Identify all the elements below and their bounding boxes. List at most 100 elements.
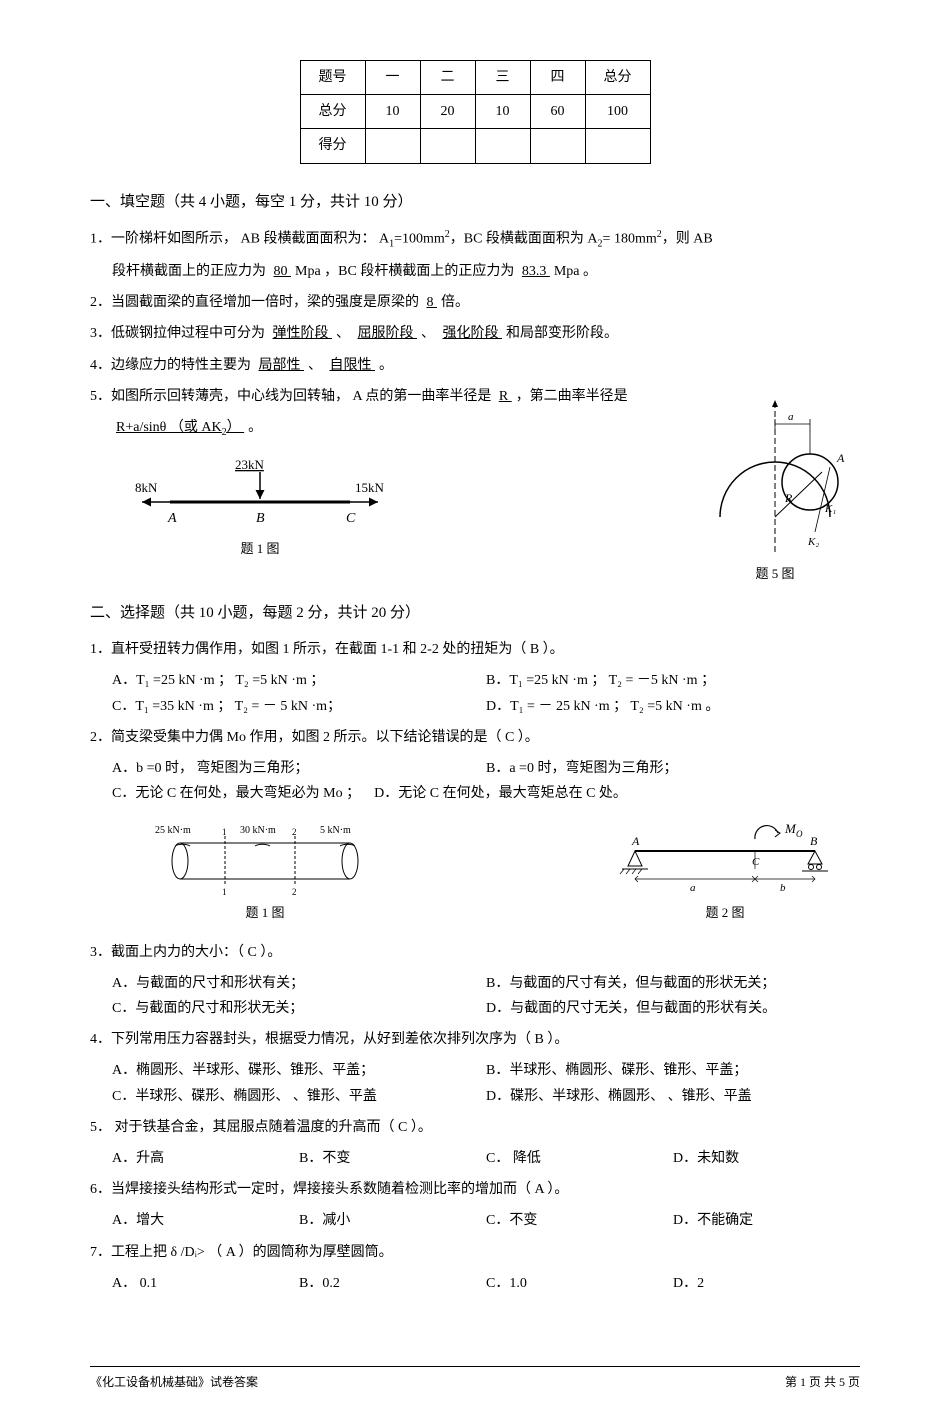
s2-q1: 1．直杆受扭转力偶作用，如图 1 所示，在截面 1-1 和 2-2 处的扭矩为（… bbox=[90, 637, 860, 662]
label-c: C bbox=[346, 511, 356, 526]
s2-q4-opts2: C．半球形、碟形、椭圆形、 、锥形、平盖 D．碟形、半球形、椭圆形、 、锥形、平… bbox=[112, 1084, 860, 1109]
opt-a: A．椭圆形、半球形、碟形、锥形、平盖； bbox=[112, 1058, 486, 1083]
page-footer: 《化工设备机械基础》试卷答案 第 1 页 共 5 页 bbox=[90, 1366, 860, 1394]
opt-a: A． 0.1 bbox=[112, 1271, 299, 1296]
label-k1: K₁ bbox=[824, 503, 836, 515]
q-text: 和局部变形阶段。 bbox=[506, 326, 618, 341]
opt-a: A．T₁ =25 kN ·m ； T₂ =5 kN ·m ； bbox=[112, 668, 486, 693]
td-cell bbox=[585, 129, 650, 163]
s2-q5-opts: A．升高 B．不变 C． 降低 D．未知数 bbox=[112, 1146, 860, 1171]
score-table: 题号 一 二 三 四 总分 总分 10 20 10 60 100 得分 bbox=[300, 60, 651, 164]
opt-d: D．T₁ = － 25 kN ·m ； T₂ =5 kN ·m 。 bbox=[486, 694, 860, 719]
td-cell bbox=[365, 129, 420, 163]
svg-text:A: A bbox=[631, 834, 640, 848]
answer: 自限性 bbox=[326, 358, 380, 373]
td-cell: 10 bbox=[365, 95, 420, 129]
q-text: Mpa 。 bbox=[554, 264, 597, 279]
opt-c: C．与截面的尺寸和形状无关； bbox=[112, 996, 486, 1021]
answer: R+a/sinθ （或 AK2） bbox=[112, 420, 248, 435]
s2-q2: 2．简支梁受集中力偶 Mo 作用，如图 2 所示。以下结论错误的是（ C ）。 bbox=[90, 725, 860, 750]
s2-q4-opts1: A．椭圆形、半球形、碟形、锥形、平盖； B．半球形、椭圆形、碟形、锥形、平盖； bbox=[112, 1058, 860, 1083]
footer-right: 第 1 页 共 5 页 bbox=[785, 1372, 860, 1394]
answer: 局部性 bbox=[255, 358, 309, 373]
s1-q1-line2: 段杆横截面上的正应力为 80 Mpa ，BC 段杆横截面上的正应力为 83.3 … bbox=[112, 259, 860, 284]
th-cell: 总分 bbox=[585, 61, 650, 95]
opt-d: D．未知数 bbox=[673, 1146, 860, 1171]
q-text: ，BC 段横截面面积为 A bbox=[450, 231, 598, 246]
td-cell bbox=[420, 129, 475, 163]
answer: 8 bbox=[423, 295, 442, 310]
ans-text: R+a/sinθ （或 AK bbox=[116, 420, 222, 435]
label-k2: K₂ bbox=[807, 536, 819, 548]
q-text: 2．当圆截面梁的直径增加一倍时，梁的强度是原梁的 bbox=[90, 295, 419, 310]
q-text: 4．边缘应力的特性主要为 bbox=[90, 358, 251, 373]
opt-c: C．不变 bbox=[486, 1208, 673, 1233]
fig1-box: 8kN 23kN 15kN A B C 题 1 图 bbox=[130, 457, 390, 560]
th-cell: 四 bbox=[530, 61, 585, 95]
label-15kn: 15kN bbox=[355, 480, 385, 495]
table-row: 题号 一 二 三 四 总分 bbox=[300, 61, 650, 95]
answer: 80 bbox=[270, 264, 296, 279]
opt-b: B．a =0 时，弯矩图为三角形； bbox=[486, 756, 860, 781]
answer: 屈服阶段 bbox=[354, 326, 422, 341]
s1-q2: 2．当圆截面梁的直径增加一倍时，梁的强度是原梁的 8 倍。 bbox=[90, 290, 860, 315]
q-text: Mpa ，BC 段杆横截面上的正应力为 bbox=[295, 264, 514, 279]
svg-text:C: C bbox=[752, 856, 760, 868]
opt-a: A．b =0 时， 弯矩图为三角形； bbox=[112, 756, 486, 781]
q-text: = 180mm bbox=[603, 231, 657, 246]
table-row: 总分 10 20 10 60 100 bbox=[300, 95, 650, 129]
svg-text:b: b bbox=[780, 882, 786, 894]
opt-b: B．减小 bbox=[299, 1208, 486, 1233]
s1-q5-line2: R+a/sinθ （或 AK2） 。 bbox=[112, 415, 860, 442]
fig5-caption: 题 5 图 bbox=[690, 562, 860, 585]
figure-row-1: 8kN 23kN 15kN A B C 题 1 图 R bbox=[90, 457, 860, 585]
svg-text:1: 1 bbox=[222, 827, 227, 837]
svg-text:30 kN·m: 30 kN·m bbox=[240, 825, 276, 836]
q-text: 、 bbox=[421, 326, 435, 341]
s2-q7-opts: A． 0.1 B．0.2 C．1.0 D．2 bbox=[112, 1271, 860, 1296]
q-text: 1．一阶梯杆如图所示， AB 段横截面面积为： A bbox=[90, 231, 389, 246]
td-cell: 10 bbox=[475, 95, 530, 129]
s2-q6: 6．当焊接接头结构形式一定时，焊接接头系数随着检测比率的增加而（ A ）。 bbox=[90, 1177, 860, 1202]
opt-d: D．2 bbox=[673, 1271, 860, 1296]
fig-s2-1-box: 25 kN·m 30 kN·m 5 kN·m 1 2 1 2 题 1 图 bbox=[150, 821, 380, 924]
opt-d: D．无论 C 在何处，最大弯矩总在 C 处。 bbox=[374, 786, 627, 801]
section2-title: 二、选择题（共 10 小题，每题 2 分，共计 20 分） bbox=[90, 600, 860, 627]
s2-q1-opts2: C．T₁ =35 kN ·m ； T₂ = － 5 kN ·m； D．T₁ = … bbox=[112, 694, 860, 719]
th-cell: 一 bbox=[365, 61, 420, 95]
td-cell: 得分 bbox=[300, 129, 365, 163]
s2-q7: 7．工程上把 δ /Dᵢ> （ A ）的圆筒称为厚壁圆筒。 bbox=[90, 1240, 860, 1265]
answer: 弹性阶段 bbox=[269, 326, 337, 341]
svg-text:a: a bbox=[690, 882, 696, 894]
label-a: A bbox=[167, 511, 177, 526]
s2-q2-opts2: C．无论 C 在何处，最大弯矩必为 Mo ； D．无论 C 在何处，最大弯矩总在… bbox=[112, 781, 860, 806]
opt-b: B．半球形、椭圆形、碟形、锥形、平盖； bbox=[486, 1058, 860, 1083]
opt-b: B．0.2 bbox=[299, 1271, 486, 1296]
opt-c: C． 降低 bbox=[486, 1146, 673, 1171]
label-A: A bbox=[836, 451, 845, 465]
answer: 83.3 bbox=[518, 264, 554, 279]
td-cell bbox=[530, 129, 585, 163]
opt-b: B．T₁ =25 kN ·m ； T₂ = －5 kN ·m ； bbox=[486, 668, 860, 693]
s2-q5: 5． 对于铁基合金，其屈服点随着温度的升高而（ C ）。 bbox=[90, 1115, 860, 1140]
s2-q3: 3．截面上内力的大小：（ C ）。 bbox=[90, 940, 860, 965]
svg-text:B: B bbox=[810, 834, 818, 848]
fig1-svg: 8kN 23kN 15kN A B C bbox=[130, 457, 390, 532]
fig-s2-2-box: M O A B C a b 题 2 图 bbox=[610, 821, 840, 924]
opt-c: C．半球形、碟形、椭圆形、 、锥形、平盖 bbox=[112, 1084, 486, 1109]
svg-text:2: 2 bbox=[292, 827, 297, 837]
opt-a: A．升高 bbox=[112, 1146, 299, 1171]
svg-text:25 kN·m: 25 kN·m bbox=[155, 825, 191, 836]
svg-text:5 kN·m: 5 kN·m bbox=[320, 825, 351, 836]
q-text: 3．低碳钢拉伸过程中可分为 bbox=[90, 326, 265, 341]
td-cell: 20 bbox=[420, 95, 475, 129]
q-text: 。 bbox=[248, 420, 262, 435]
fig-s2-1-caption: 题 1 图 bbox=[150, 901, 380, 924]
opt-a: A．增大 bbox=[112, 1208, 299, 1233]
opt-b: B．不变 bbox=[299, 1146, 486, 1171]
q-text: 5．如图所示回转薄壳，中心线为回转轴， A 点的第一曲率半径是 bbox=[90, 389, 491, 404]
s2-q3-opts2: C．与截面的尺寸和形状无关； D．与截面的尺寸无关，但与截面的形状有关。 bbox=[112, 996, 860, 1021]
opt-c: C．1.0 bbox=[486, 1271, 673, 1296]
s2-q1-opts1: A．T₁ =25 kN ·m ； T₂ =5 kN ·m ； B．T₁ =25 … bbox=[112, 668, 860, 693]
opt-d: D．不能确定 bbox=[673, 1208, 860, 1233]
